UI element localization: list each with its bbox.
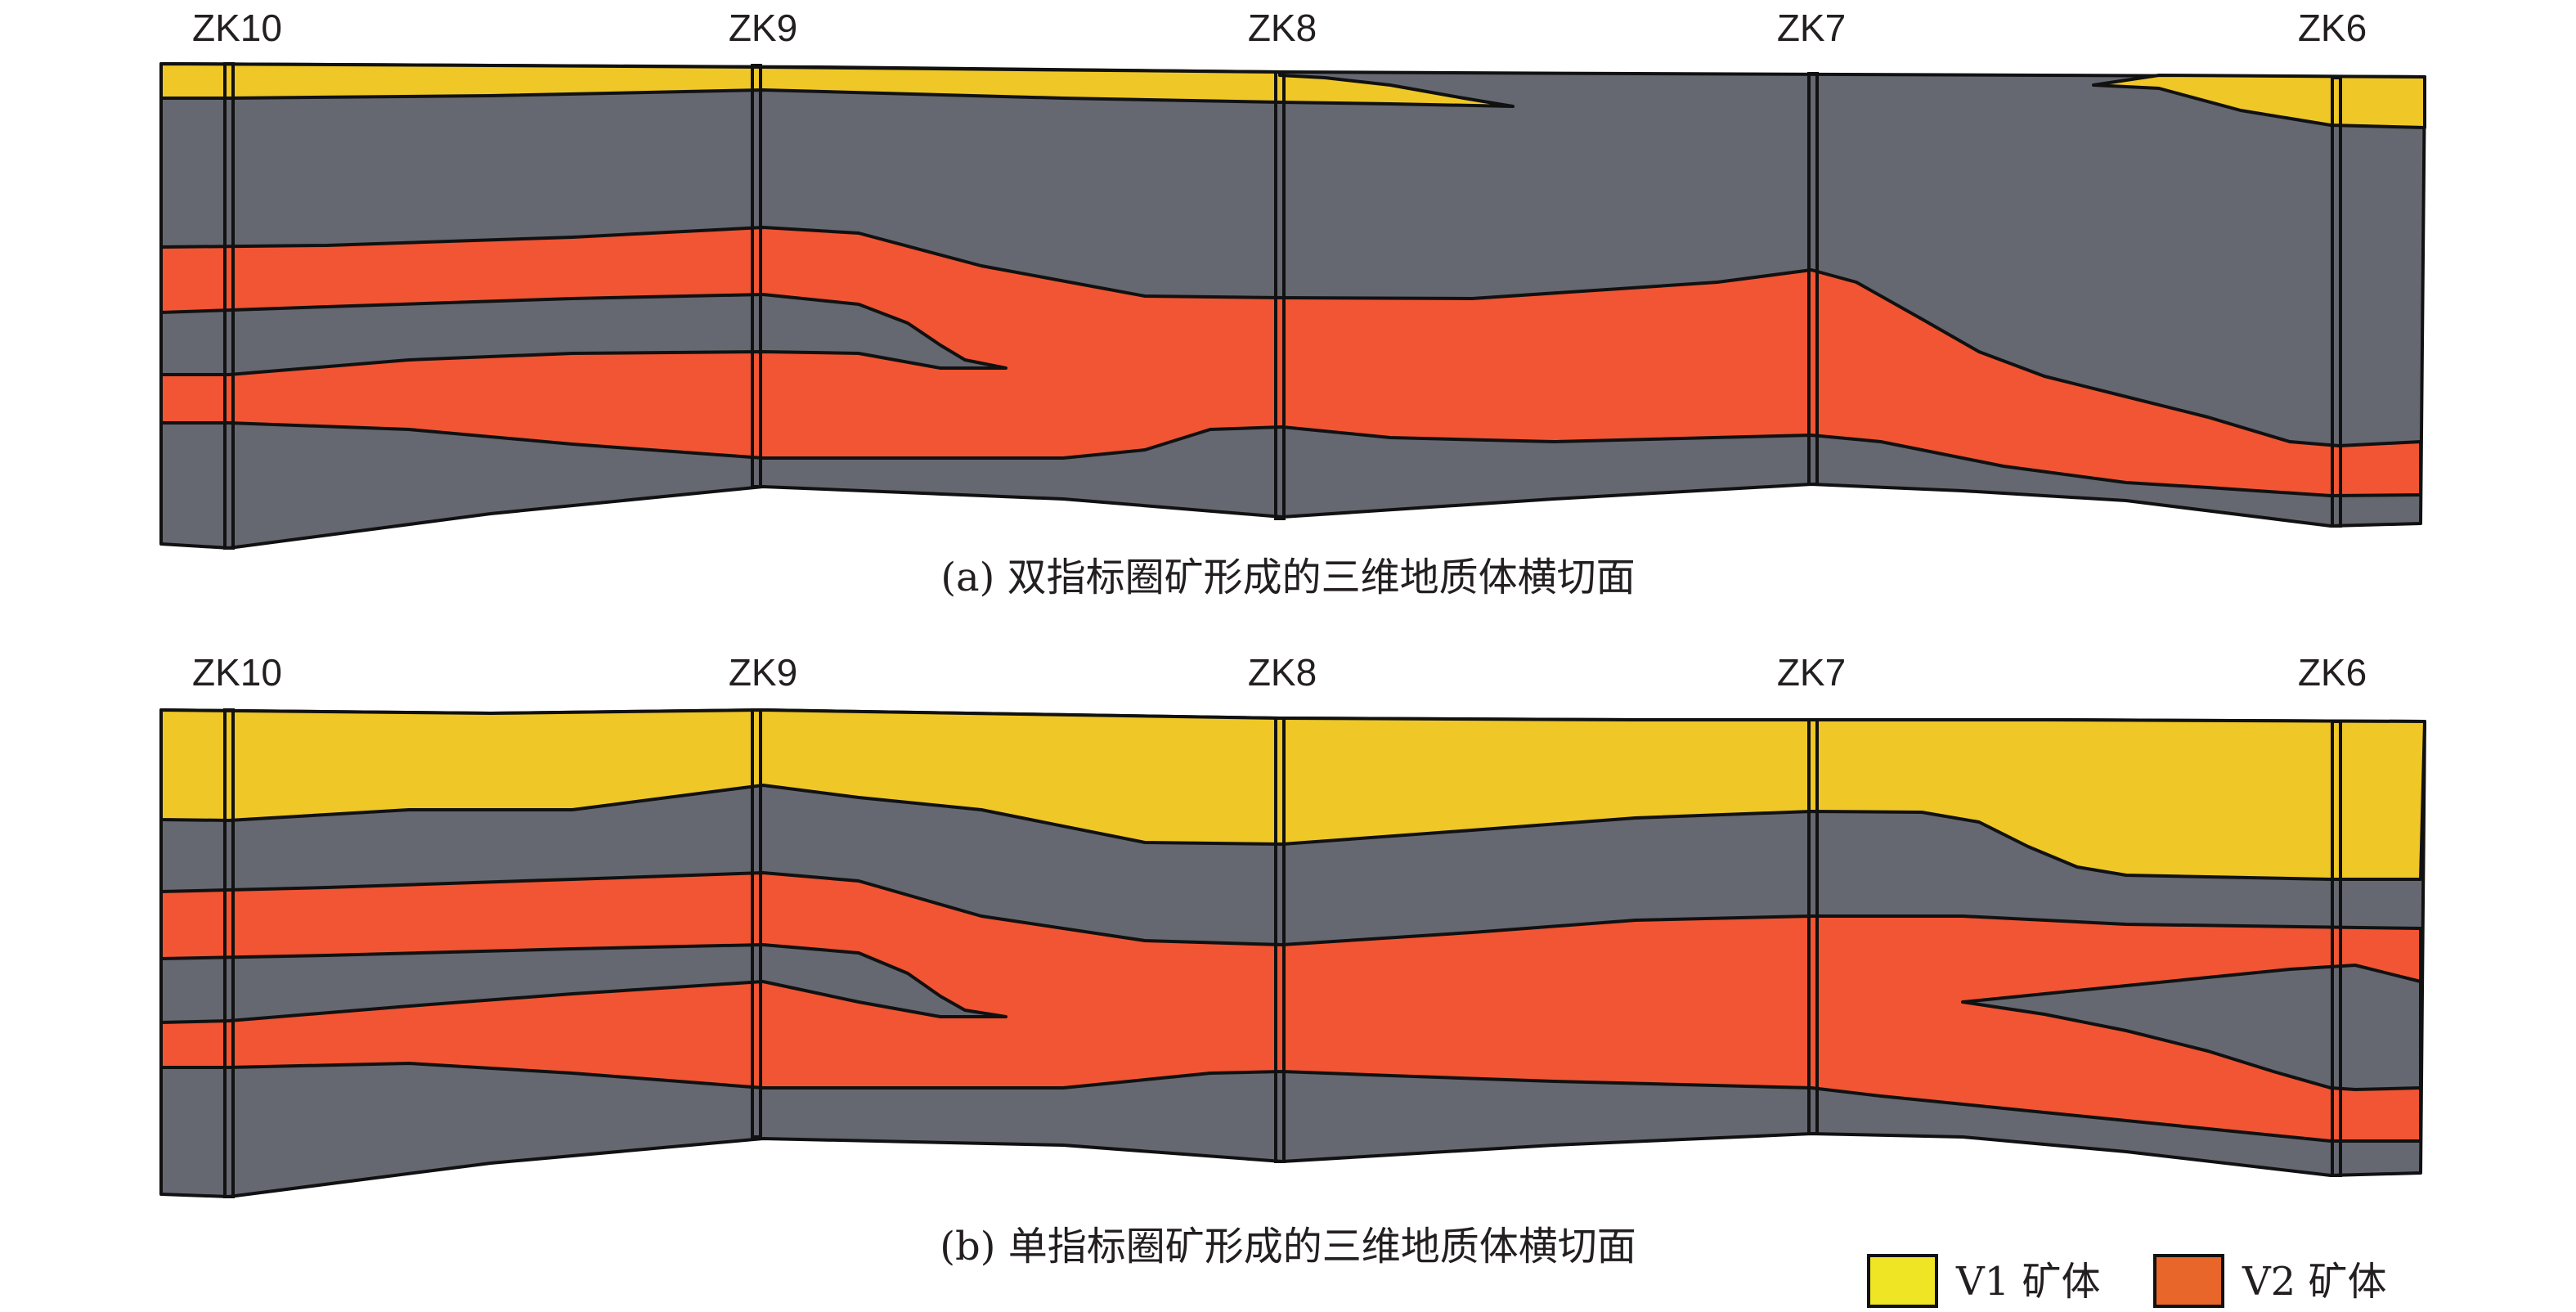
drillhole-label-zk9-a: ZK9 [729, 7, 797, 49]
drillhole-zk8-a [1274, 70, 1286, 520]
drillhole-zk6-b [2331, 720, 2342, 1177]
waste-lens-a [159, 293, 1008, 376]
drillhole-zk6-a [2331, 76, 2342, 528]
panel-b: ZK10 ZK9 ZK8 ZK7 ZK6 (b) 单指标圈矿形成的三维地质体横切… [159, 651, 2426, 1269]
drillhole-zk7-a [1807, 72, 1819, 486]
v1-orebody-b [159, 708, 2426, 881]
waste-lens-b-left [159, 943, 1008, 1024]
drillhole-label-zk6-a: ZK6 [2298, 7, 2367, 49]
legend-label-v2: V2 矿体 [2242, 1259, 2386, 1305]
v2-orebody-b-main [159, 871, 2422, 1143]
drillhole-label-zk7-a: ZK7 [1777, 7, 1846, 49]
drill-holes-b [223, 708, 2342, 1198]
drillhole-label-zk8-b: ZK8 [1248, 651, 1317, 694]
drillhole-zk9-a [751, 64, 762, 488]
drillhole-zk9-b [751, 708, 762, 1139]
panel-a: ZK10 ZK9 ZK8 ZK7 ZK6 (a) 双指标圈矿形成的三维地质体横切… [159, 7, 2426, 600]
legend-label-v1: V1 矿体 [1955, 1259, 2100, 1305]
drillhole-label-zk6-b: ZK6 [2298, 651, 2367, 694]
waste-wedge-b-right [1961, 964, 2422, 1091]
drillhole-zk7-b [1807, 718, 1819, 1135]
v1-orebody-a-left [159, 62, 1515, 108]
drillhole-zk10-b [223, 708, 235, 1198]
legend-swatch-v1 [1867, 1254, 1938, 1308]
drill-holes-a [223, 62, 2342, 550]
drillhole-label-zk10-a: ZK10 [192, 7, 282, 49]
panel-b-caption: (b) 单指标圈矿形成的三维地质体横切面 [940, 1224, 1636, 1269]
drillhole-zk10-a [223, 62, 235, 550]
legend: V1 矿体 V2 矿体 [1867, 1254, 2386, 1308]
drillhole-zk8-b [1274, 717, 1286, 1163]
drillhole-label-zk8-a: ZK8 [1248, 7, 1317, 49]
legend-swatch-v2 [2153, 1254, 2224, 1308]
drillhole-label-zk9-b: ZK9 [729, 651, 797, 694]
drillhole-label-zk10-b: ZK10 [192, 651, 282, 694]
panel-a-caption: (a) 双指标圈矿形成的三维地质体横切面 [940, 555, 1635, 600]
drillhole-label-zk7-b: ZK7 [1777, 651, 1846, 694]
